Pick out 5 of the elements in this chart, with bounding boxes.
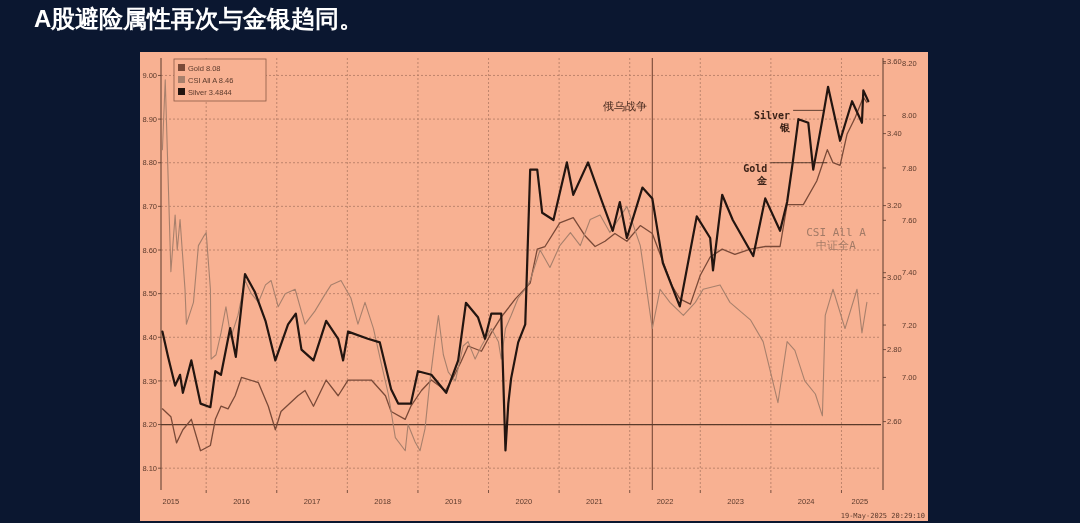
chart-title: A股避险属性再次与金银趋同。 <box>34 5 364 32</box>
ref-line-label: 俄乌战争 <box>603 100 648 112</box>
annotation: Silver 银 <box>753 110 792 134</box>
annotation: CSI All A 中证全A <box>806 226 867 252</box>
annotation: Gold 金 <box>743 162 769 186</box>
